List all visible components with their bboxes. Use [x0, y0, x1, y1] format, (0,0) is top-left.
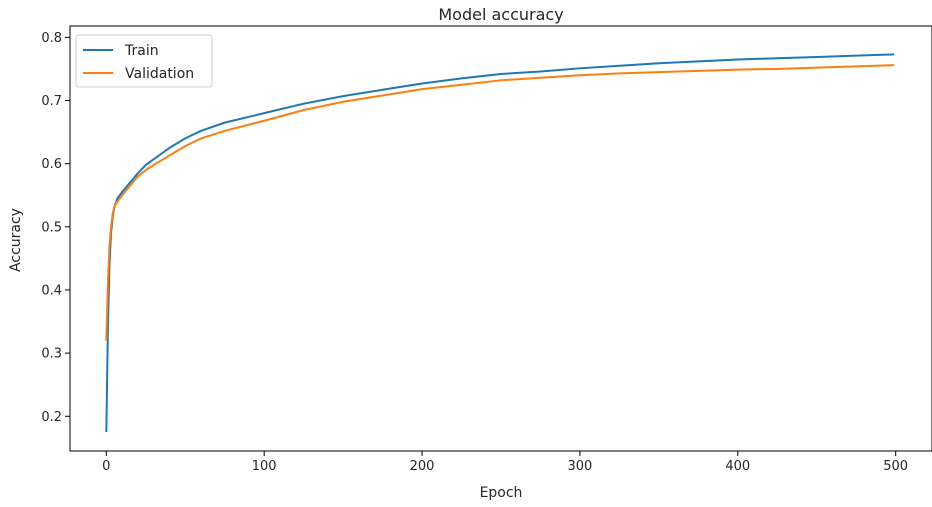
- legend-validation-label: Validation: [125, 66, 194, 82]
- plot-area-frame: [69, 25, 932, 452]
- legend: Train Validation: [75, 34, 213, 88]
- y-axis-label: Accuracy: [8, 208, 24, 272]
- y-tick-label: 0.5: [41, 220, 62, 235]
- series-layer: [105, 53, 895, 433]
- y-tick-label: 0.7: [41, 94, 62, 109]
- validation-series-line: [105, 64, 895, 341]
- x-tick-label: 400: [725, 459, 750, 474]
- chart-title: Model accuracy: [438, 5, 563, 24]
- x-tick-label: 200: [410, 459, 435, 474]
- x-tick-label: 500: [883, 459, 908, 474]
- legend-train-label: Train: [124, 43, 159, 59]
- y-tick-label: 0.2: [41, 410, 62, 425]
- x-tick-label: 100: [252, 459, 277, 474]
- y-tick-label: 0.8: [41, 31, 62, 46]
- x-axis-label: Epoch: [480, 485, 523, 501]
- x-tick-label: 0: [102, 459, 110, 474]
- y-tick-label: 0.3: [41, 347, 62, 362]
- y-tick-label: 0.6: [41, 157, 62, 172]
- x-axis: 0 100 200 300 400 500: [102, 451, 908, 474]
- train-series-line: [105, 53, 895, 433]
- x-tick-label: 300: [568, 459, 593, 474]
- y-tick-label: 0.4: [41, 283, 62, 298]
- y-axis: 0.2 0.3 0.4 0.5 0.6 0.7 0.8: [41, 31, 70, 425]
